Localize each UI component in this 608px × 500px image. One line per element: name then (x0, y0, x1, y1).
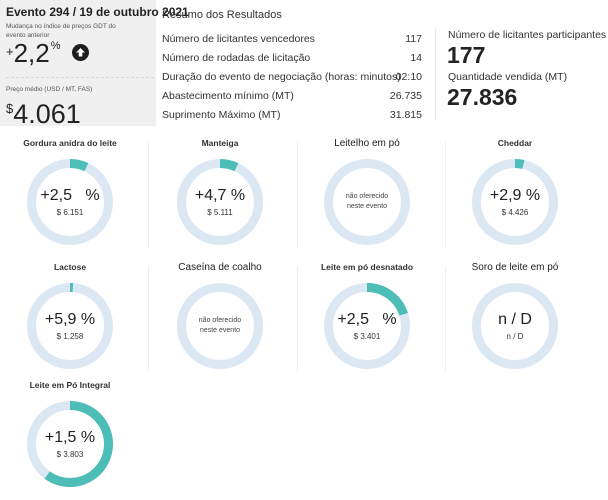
product-price: $ 6.151 (56, 208, 84, 217)
participants-value: 177 (447, 42, 486, 68)
product-card-leitelho-em-po[interactable]: Leitelho em pó não oferecido neste evento (297, 138, 437, 258)
panel-divider (6, 77, 154, 78)
donut-chart (472, 159, 558, 245)
product-name: Soro de leite em pó (471, 262, 559, 273)
product-price: $ 5.111 (207, 208, 233, 217)
summary-row-value: 31.815 (389, 109, 422, 121)
summary-row-value: 117 (405, 33, 422, 45)
price-label: Preço médio (USD / MT, FAS) (6, 86, 93, 93)
summary-divider (435, 28, 436, 120)
price-symbol: $ (6, 101, 14, 116)
summary-row-label: Suprimento Máximo (MT) (162, 109, 281, 121)
card-divider (297, 266, 298, 371)
product-card-leite-em-po-integral[interactable]: Leite em Pó Integral +1,5 % $ 3.803 (0, 380, 140, 500)
average-price: $4.061 (6, 95, 81, 128)
summary-row-value: 02:10 (395, 71, 422, 83)
event-title: Evento 294 / 19 de outubro 2021 (6, 5, 189, 19)
donut-chart (324, 159, 410, 245)
quantity-sold-label: Quantidade vendida (MT) (448, 71, 568, 83)
summary-title: Resumo dos Resultados (162, 9, 282, 21)
not-offered-note: não oferecido neste evento (198, 317, 242, 334)
card-divider (148, 142, 149, 247)
product-name: Gordura anidra do leite (23, 138, 117, 148)
price-change: +5,9 % (44, 311, 96, 328)
event-panel: Evento 294 / 19 de outubro 2021 Mudança … (0, 0, 189, 128)
donut-chart (472, 283, 558, 369)
donut-fill (324, 283, 410, 369)
product-name: Caseína de coalho (178, 262, 262, 273)
donut-track (472, 283, 558, 369)
price-number: 4.061 (13, 99, 81, 129)
summary-row-label: Abastecimento mínimo (MT) (162, 90, 294, 102)
product-card-gordura-anidra-do-leite[interactable]: Gordura anidra do leite +2,5 % $ 6.151 (0, 138, 140, 258)
product-price: $ 3.401 (353, 332, 381, 341)
donut-chart (27, 159, 113, 245)
arrow-up-circle-icon (72, 44, 89, 61)
change-unit: % (50, 40, 61, 52)
price-change: n / D (498, 311, 532, 328)
donut-fill (27, 283, 113, 369)
not-offered-note: não oferecido neste evento (345, 193, 389, 210)
donut-chart (177, 159, 263, 245)
price-change: +1,5 % (44, 429, 96, 446)
product-name: Leite em pó desnatado (320, 262, 414, 272)
product-name: Lactose (53, 262, 87, 272)
price-change: +2,5 % (337, 311, 397, 328)
card-divider (297, 142, 298, 247)
summary-row-value: 14 (410, 52, 422, 64)
product-name: Manteiga (201, 138, 239, 148)
product-price: $ 4.426 (501, 208, 529, 217)
summary-row-label: Duração do evento de negociação (horas: … (162, 71, 401, 83)
change-label: Mudança no índice de preços GDT do event… (6, 23, 116, 39)
product-price: $ 1.258 (56, 332, 84, 341)
change-sign: + (6, 44, 14, 59)
summary-row-label: Número de licitantes vencedores (162, 33, 315, 45)
donut-chart (27, 283, 113, 369)
participants-label: Número de licitantes participantes (448, 29, 607, 41)
quantity-sold-value: 27.836 (447, 84, 518, 110)
product-card-lactose[interactable]: Lactose +5,9 % $ 1.258 (0, 262, 140, 382)
donut-chart (177, 283, 263, 369)
product-card-cheddar[interactable]: Cheddar +2,9 % $ 4.426 (445, 138, 585, 258)
donut-fill (27, 401, 113, 487)
donut-fill (27, 159, 113, 245)
product-card-soro-de-leite-em-po[interactable]: Soro de leite em pó n / D n / D (445, 262, 585, 382)
price-change: +2,9 % (489, 187, 541, 204)
donut-chart (324, 283, 410, 369)
product-price: $ 3.803 (56, 450, 84, 459)
product-name: Leite em Pó Integral (29, 380, 111, 390)
card-divider (445, 266, 446, 371)
card-divider (445, 142, 446, 247)
card-divider (148, 266, 149, 371)
index-change: +2,2% (6, 38, 61, 69)
product-price: n / D (506, 332, 524, 341)
change-number: 2,2 (13, 38, 50, 68)
summary-row-value: 26.735 (389, 90, 422, 102)
product-card-caseina-de-coalho[interactable]: Caseína de coalho não oferecido neste eve… (150, 262, 290, 382)
donut-track (324, 159, 410, 245)
donut-fill (177, 159, 263, 245)
donut-fill (472, 159, 558, 245)
summary-row-label: Número de rodadas de licitação (162, 52, 311, 64)
product-name: Leitelho em pó (334, 138, 400, 149)
donut-track (177, 283, 263, 369)
price-change: +2,5 % (40, 187, 100, 204)
donut-chart (27, 401, 113, 487)
price-change: +4,7 % (194, 187, 246, 204)
product-card-manteiga[interactable]: Manteiga +4,7 % $ 5.111 (150, 138, 290, 258)
product-name: Cheddar (497, 138, 533, 148)
product-card-leite-em-po-desnatado[interactable]: Leite em pó desnatado +2,5 % $ 3.401 (297, 262, 437, 382)
